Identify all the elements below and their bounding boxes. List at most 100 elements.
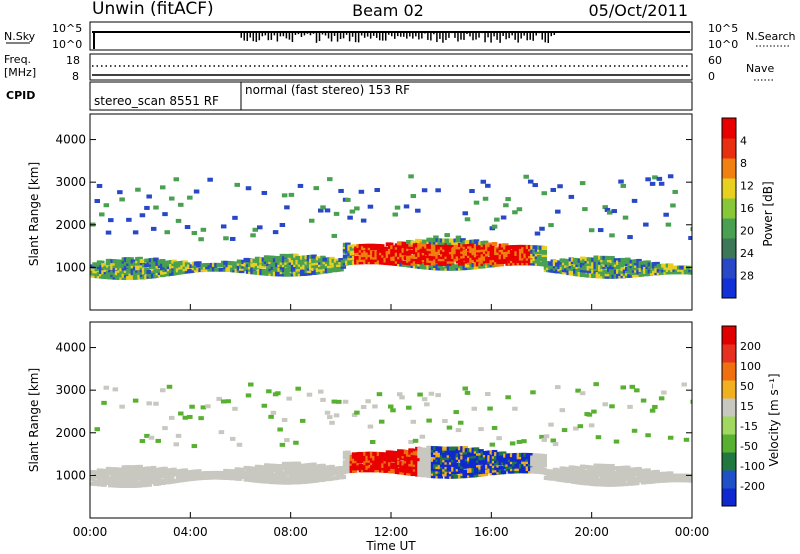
data-cell [385, 452, 392, 457]
y-tick-label: 3000 [55, 383, 86, 397]
data-cell [509, 441, 516, 446]
nsky-mark [418, 31, 420, 40]
data-cell [351, 452, 358, 457]
data-cell [602, 205, 608, 210]
data-cell [453, 446, 459, 451]
data-cell [476, 255, 482, 260]
data-cell [132, 230, 139, 235]
data-cell [279, 478, 286, 483]
data-cell [119, 197, 125, 202]
colorbar-tick-label: 4 [740, 135, 747, 148]
colorbar-swatch [722, 488, 736, 507]
data-cell [277, 427, 283, 432]
data-cell [453, 451, 459, 456]
nsearch-label: N.Search [746, 30, 796, 43]
data-cell [462, 471, 468, 476]
nsky-mark [369, 31, 372, 39]
data-cell [347, 452, 353, 457]
data-cell [196, 265, 202, 270]
data-cell [381, 246, 387, 251]
data-cell [261, 190, 268, 195]
data-cell [126, 264, 132, 269]
nsky-label: N.Sky [4, 30, 36, 43]
data-cell [238, 266, 245, 271]
data-cell [568, 269, 575, 274]
data-cell [561, 265, 568, 270]
data-cell [329, 256, 335, 261]
data-cell [130, 474, 137, 479]
data-cell [363, 463, 369, 468]
data-cell [527, 179, 534, 184]
data-cell [121, 259, 128, 264]
data-cell [516, 207, 523, 212]
data-cell [647, 477, 654, 482]
data-cell [494, 466, 500, 471]
data-cell [340, 475, 347, 480]
data-cell [442, 250, 448, 255]
data-cell [667, 471, 674, 476]
data-cell [478, 460, 484, 465]
data-cell [279, 253, 286, 258]
data-cell [139, 466, 146, 471]
data-cell [372, 461, 378, 466]
nsky-mark [421, 31, 423, 39]
data-cell [453, 458, 459, 463]
data-cell [392, 465, 399, 470]
data-cell [625, 269, 631, 274]
data-cell [374, 456, 380, 461]
data-cell [579, 272, 586, 277]
data-cell [408, 439, 414, 444]
data-cell [643, 222, 649, 227]
data-cell [541, 246, 547, 251]
data-cell [336, 262, 342, 267]
data-cell [173, 263, 180, 268]
cpid-label: CPID [6, 89, 35, 102]
data-cell [591, 465, 597, 470]
data-cell [397, 451, 403, 456]
data-cell [281, 417, 288, 422]
data-cell [103, 385, 110, 390]
data-cell [620, 257, 627, 262]
data-cell [471, 463, 478, 468]
colorbar-swatch [722, 178, 736, 199]
data-cell [460, 238, 466, 243]
data-cell [586, 412, 593, 417]
data-cell [286, 396, 292, 401]
data-cell [313, 186, 319, 191]
nsky-mark [351, 31, 354, 37]
data-cell [462, 445, 468, 450]
data-cell [397, 250, 403, 255]
data-cell [207, 470, 213, 475]
nsky-mark [312, 31, 315, 34]
nsky-mark [321, 31, 324, 35]
nsky-tick-bottom: 10^0 [52, 38, 82, 51]
data-cell [690, 474, 692, 479]
data-cell [534, 250, 541, 255]
data-cell [103, 268, 110, 273]
data-cell [548, 474, 554, 479]
data-cell [268, 414, 274, 419]
data-cell [534, 469, 541, 474]
data-cell [419, 449, 426, 454]
data-cell [141, 265, 148, 270]
data-cell [378, 419, 385, 424]
data-cell [573, 267, 579, 272]
data-cell [101, 482, 107, 487]
data-cell [541, 454, 547, 459]
nsky-mark [535, 31, 537, 36]
data-cell [412, 254, 419, 259]
data-cell [162, 212, 168, 217]
data-cell [184, 262, 191, 267]
data-cell [349, 209, 356, 214]
data-cell [139, 261, 146, 266]
nsky-mark [363, 31, 366, 38]
data-cell [218, 473, 225, 478]
data-cell [683, 270, 690, 275]
data-cell [534, 231, 541, 236]
data-cell [121, 275, 128, 280]
nsky-mark [508, 31, 510, 39]
data-cell [232, 266, 238, 271]
data-cell [315, 256, 322, 261]
data-cell [318, 267, 324, 272]
data-cell [573, 426, 579, 431]
